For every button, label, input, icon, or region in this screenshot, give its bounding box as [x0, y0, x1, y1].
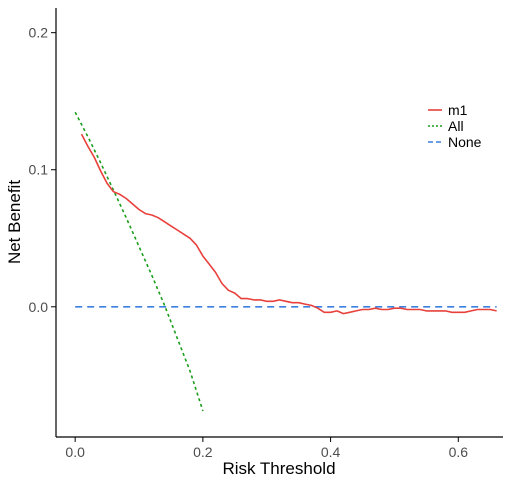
legend-label-m1: m1	[448, 102, 468, 118]
series-line-m1	[80, 133, 497, 315]
legend-label-all: All	[448, 118, 464, 134]
y-tick-label: 0.2	[29, 25, 49, 41]
x-tick-label: 0.2	[193, 444, 213, 460]
axes	[55, 8, 503, 438]
legend-label-none: None	[448, 134, 482, 150]
y-axis-title: Net Benefit	[5, 180, 24, 264]
ticks: 0.0 0.2 0.4 0.6 0.0 0.1 0.2	[29, 25, 469, 460]
y-tick-label: 0.0	[29, 299, 49, 315]
x-tick-label: 0.6	[449, 444, 469, 460]
x-axis-title: Risk Threshold	[222, 459, 335, 478]
series-lines	[74, 111, 497, 412]
x-tick-label: 0.0	[65, 444, 85, 460]
x-tick-label: 0.4	[321, 444, 341, 460]
series-line-all	[74, 111, 204, 412]
y-tick-label: 0.1	[29, 162, 49, 178]
